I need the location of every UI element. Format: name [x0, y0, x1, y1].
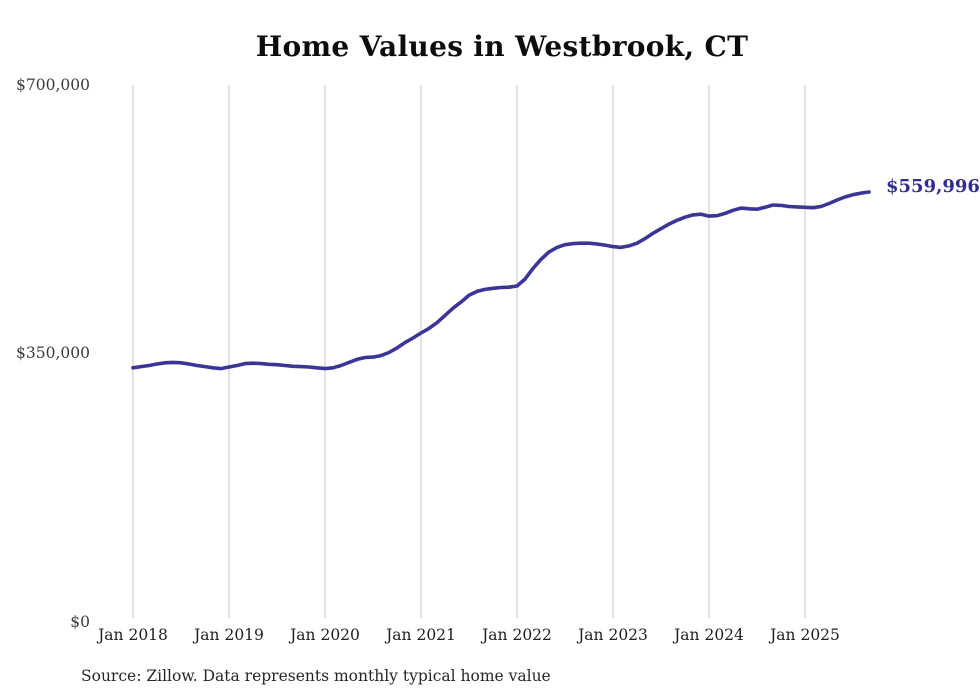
x-tick-label: Jan 2020 [290, 626, 360, 644]
x-tick-label: Jan 2024 [674, 626, 744, 644]
trend-line [131, 190, 871, 371]
y-tick-label: $350,000 [16, 344, 90, 362]
x-tick-label: Jan 2021 [386, 626, 456, 644]
y-tick-label: $700,000 [16, 76, 90, 94]
x-tick-label: Jan 2025 [770, 626, 840, 644]
x-tick-label: Jan 2018 [98, 626, 168, 644]
source-note: Source: Zillow. Data represents monthly … [81, 667, 551, 685]
end-value-label: $559,996 [886, 176, 980, 197]
chart-title: Home Values in Westbrook, CT [255, 30, 749, 63]
x-tick-label: Jan 2019 [194, 626, 264, 644]
x-tick-label: Jan 2023 [578, 626, 648, 644]
y-tick-label: $0 [70, 613, 90, 631]
x-tick-label: Jan 2022 [482, 626, 552, 644]
